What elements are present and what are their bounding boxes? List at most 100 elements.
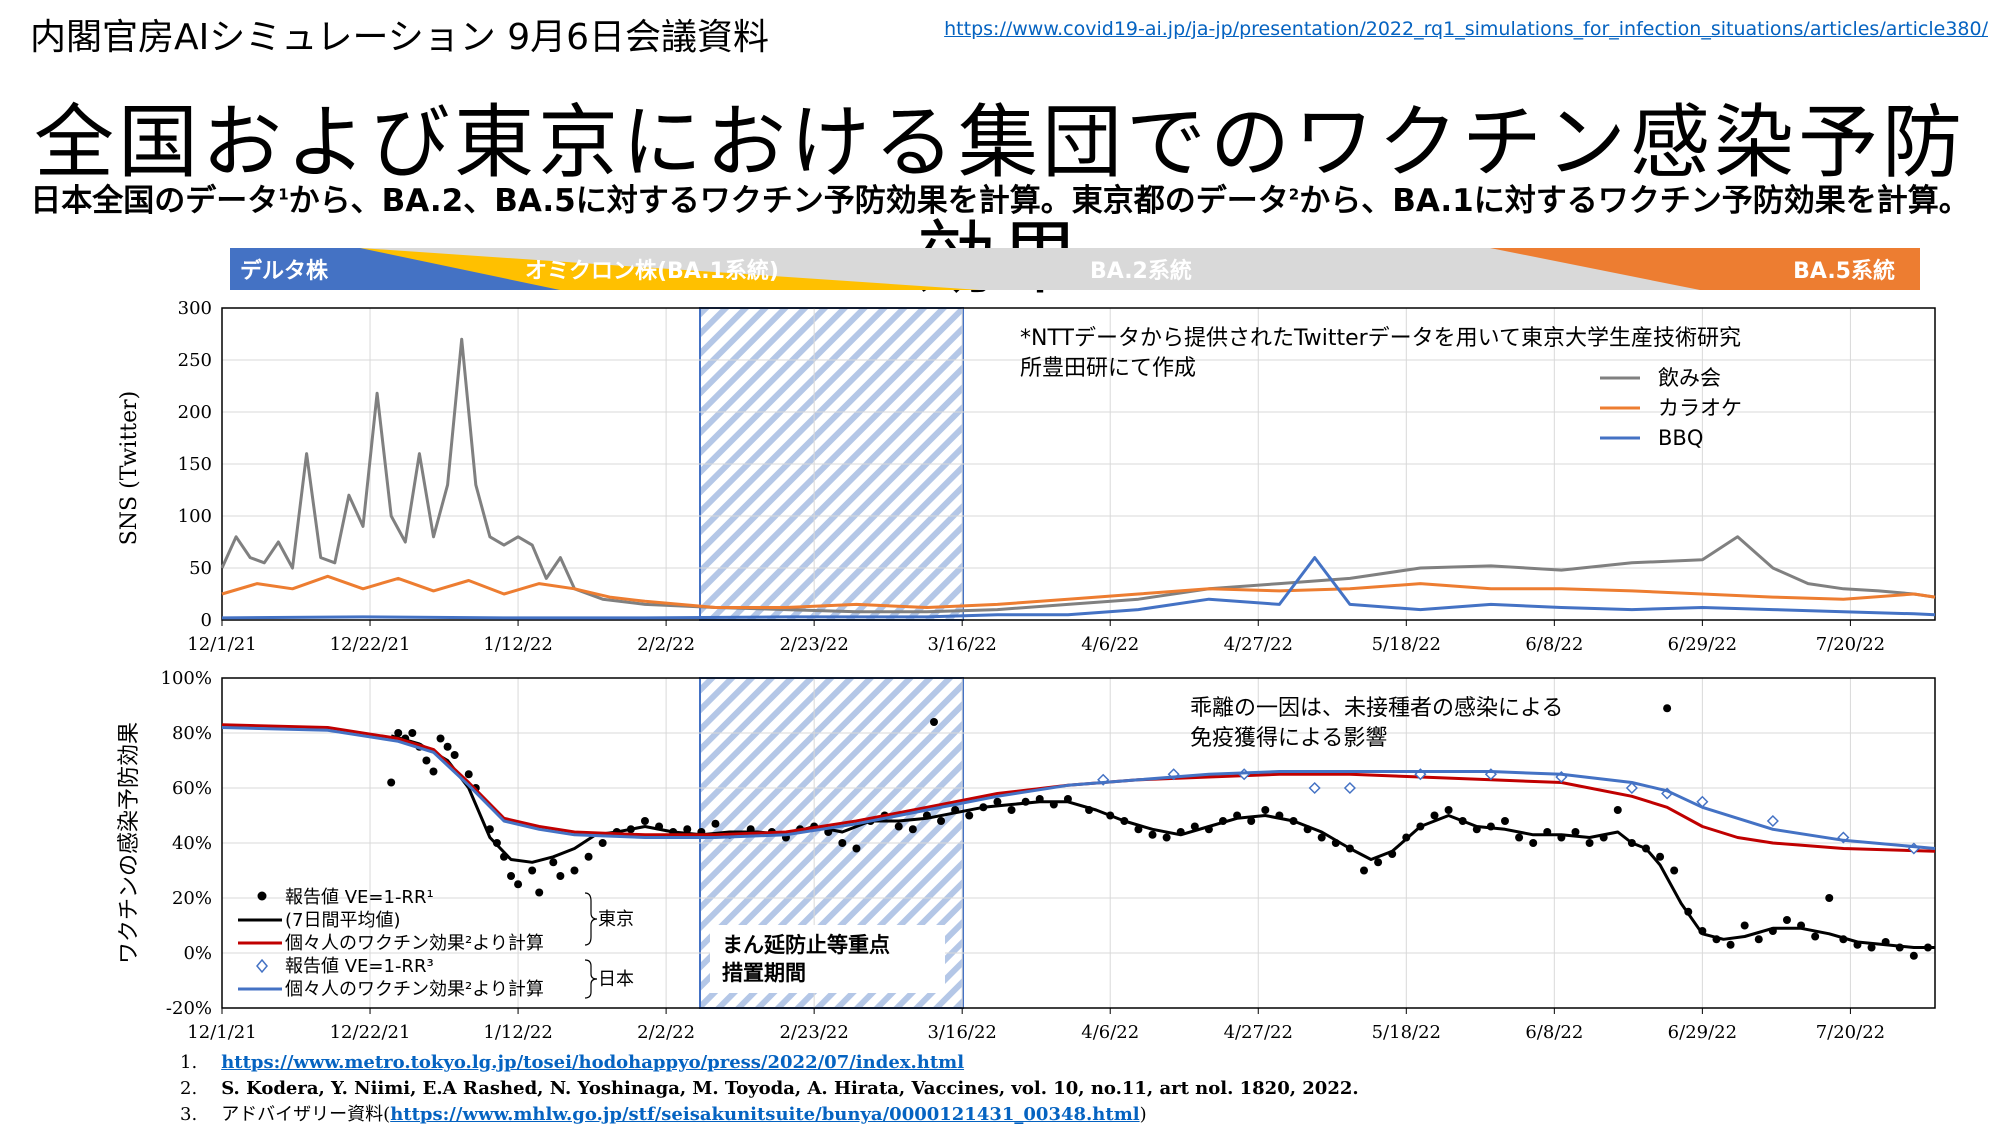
ve-point-reported-tokyo: [436, 734, 445, 743]
sns-xtick-label: 12/1/21: [187, 634, 256, 655]
shaded-label-box: [710, 925, 945, 993]
ve-point-reported-tokyo: [1782, 916, 1791, 924]
ve-point-reported-tokyo: [1317, 833, 1326, 842]
reference-2-text: S. Kodera, Y. Niimi, E.A Rashed, N. Yosh…: [221, 1078, 1359, 1099]
ve-ytick-label: 40%: [172, 833, 212, 854]
sns-ytick-label: 0: [201, 610, 212, 631]
ve-xtick-label: 6/29/22: [1668, 1022, 1737, 1043]
subtitle-sup1: 1: [278, 185, 289, 204]
ve-point-reported-tokyo: [1811, 932, 1820, 941]
ve-ytick-label: 60%: [172, 778, 212, 799]
reference-1-num: 1.: [180, 1052, 198, 1073]
bracket-tokyo: [584, 892, 598, 946]
ve-x-ticks: 12/1/21 12/22/21 1/12/22 2/2/22 2/23/22 3/16/…: [187, 1008, 1885, 1043]
ve-xtick-label: 4/6/22: [1081, 1022, 1139, 1043]
ve-point-reported-tokyo: [1007, 806, 1016, 814]
reference-3-link[interactable]: https://www.mhlw.go.jp/stf/seisakunitsui…: [390, 1104, 1140, 1125]
sns-chart: 0 50 100 150 200 250 300 12/1/21 12/22/21 1/12/2…: [117, 298, 1936, 655]
ve-point-reported-japan: [1343, 781, 1356, 795]
ve-series: [221, 704, 1936, 960]
ve-y-axis-label: ワクチンの感染予防効果: [117, 722, 142, 964]
legend-label-nomikai: 飲み会: [1658, 366, 1721, 390]
shaded-label-line1: まん延防止等重点: [722, 933, 890, 957]
ve-xtick-label: 5/18/22: [1372, 1022, 1441, 1043]
ve-y-ticks: -20% 0% 20% 40% 60% 80% 100%: [161, 668, 212, 1019]
sns-y-axis-label: SNS (Twitter): [117, 391, 142, 546]
ve-legend: 報告値 VE=1-RR¹ (7日間平均値) 個々人のワクチン効果²より計算 報告…: [238, 887, 634, 1000]
page-subtitle: 日本全国のデータ1から、BA.2、BA.5に対するワクチン予防効果を計算。東京都…: [0, 175, 2000, 220]
ve-point-reported-tokyo: [1585, 839, 1594, 847]
ve-ytick-label: 0%: [183, 943, 212, 964]
legend-label-reported-tokyo: 報告値 VE=1-RR¹: [285, 887, 434, 908]
ve-point-reported-japan: [1625, 781, 1638, 795]
ve-point-reported-tokyo: [450, 751, 459, 759]
ve-point-reported-tokyo: [584, 852, 593, 861]
sns-xtick-label: 6/8/22: [1525, 634, 1583, 655]
ve-point-reported-tokyo: [1571, 828, 1580, 836]
sns-xtick-label: 5/18/22: [1372, 634, 1441, 655]
ve-point-reported-tokyo: [711, 819, 720, 828]
variant-label-delta: デルタ株: [240, 258, 329, 284]
ve-point-reported-tokyo: [514, 880, 523, 889]
ve-point-reported-tokyo: [1656, 852, 1665, 861]
ve-point-reported-tokyo: [1726, 940, 1735, 949]
sns-xtick-label: 6/29/22: [1668, 634, 1737, 655]
sns-series-line-2: [221, 556, 1936, 620]
ve-point-reported-tokyo: [1529, 839, 1538, 847]
legend-marker-reported-japan: [256, 958, 268, 974]
sns-series-line-1: [221, 574, 1936, 609]
references: 1. https://www.metro.tokyo.lg.jp/tosei/ho…: [180, 1050, 1359, 1128]
ve-xtick-label: 4/27/22: [1224, 1022, 1293, 1043]
ve-point-reported-tokyo: [894, 822, 903, 831]
ve-point-reported-tokyo: [1430, 811, 1439, 820]
ve-point-reported-japan: [1766, 814, 1779, 828]
ve-point-reported-tokyo: [570, 866, 579, 875]
ve-point-reported-tokyo: [1148, 830, 1157, 839]
ve-annotation-line2: 免疫獲得による影響: [1190, 726, 1387, 751]
sns-legend: 飲み会 カラオケ BBQ: [1600, 366, 1742, 450]
ve-point-reported-tokyo: [429, 767, 438, 776]
ve-point-reported-tokyo: [528, 866, 537, 875]
ve-xtick-label: 3/16/22: [927, 1022, 996, 1043]
ve-xtick-label: 7/20/22: [1816, 1022, 1885, 1043]
variant-bar: デルタ株 オミクロン株(BA.1系統) BA.2系統 BA.5系統: [230, 248, 1920, 290]
ve-point-reported-tokyo: [937, 817, 946, 825]
legend-label-karaoke: カラオケ: [1658, 396, 1742, 420]
shaded-label-line2: 措置期間: [722, 961, 806, 985]
ve-ytick-label: 20%: [172, 888, 212, 909]
ve-point-reported-tokyo: [1670, 866, 1679, 875]
reference-3-num: 3.: [180, 1104, 198, 1125]
ve-point-reported-tokyo: [683, 825, 692, 834]
ve-point-reported-tokyo: [838, 839, 847, 847]
ve-point-reported-tokyo: [929, 718, 938, 726]
sns-ytick-label: 250: [178, 350, 212, 371]
ve-point-reported-tokyo: [993, 797, 1002, 806]
reference-1-link[interactable]: https://www.metro.tokyo.lg.jp/tosei/hodo…: [221, 1052, 965, 1073]
ve-point-reported-tokyo: [1754, 935, 1763, 944]
ve-xtick-label: 12/1/21: [187, 1022, 256, 1043]
ve-point-reported-tokyo: [640, 817, 649, 825]
ve-point-reported-tokyo: [1247, 817, 1256, 825]
sns-xtick-label: 7/20/22: [1816, 634, 1885, 655]
ve-point-reported-tokyo: [598, 839, 607, 847]
ve-point-reported-tokyo: [1162, 833, 1171, 842]
sns-xtick-label: 3/16/22: [927, 634, 996, 655]
ve-annotation-line1: 乖離の一因は、未接種者の感染による: [1190, 696, 1563, 721]
ve-series-line-4: [221, 726, 1936, 850]
sns-annotation-line2: 所豊田研にて作成: [1020, 356, 1196, 381]
ve-series-line-1: [390, 734, 1935, 949]
ve-point-reported-tokyo: [507, 872, 516, 880]
legend-label-reported-japan: 報告値 VE=1-RR³: [285, 956, 434, 977]
ve-point-reported-tokyo: [443, 742, 452, 751]
subtitle-part2: から、BA.2、BA.5に対するワクチン予防効果を計算。東京都のデータ: [288, 183, 1289, 219]
ve-point-reported-tokyo: [852, 844, 861, 853]
ve-point-reported-tokyo: [1500, 817, 1509, 825]
sns-ytick-label: 200: [178, 402, 212, 423]
ve-gridlines: [221, 678, 1935, 1008]
source-link[interactable]: https://www.covid19-ai.jp/ja-jp/presenta…: [944, 18, 1988, 40]
legend-label-model-japan: 個々人のワクチン効果²より計算: [285, 979, 544, 1000]
ve-xtick-label: 1/12/22: [483, 1022, 552, 1043]
header-org-title: 内閣官房AIシミュレーション 9月6日会議資料: [30, 17, 770, 58]
ve-point-reported-tokyo: [1613, 806, 1622, 814]
